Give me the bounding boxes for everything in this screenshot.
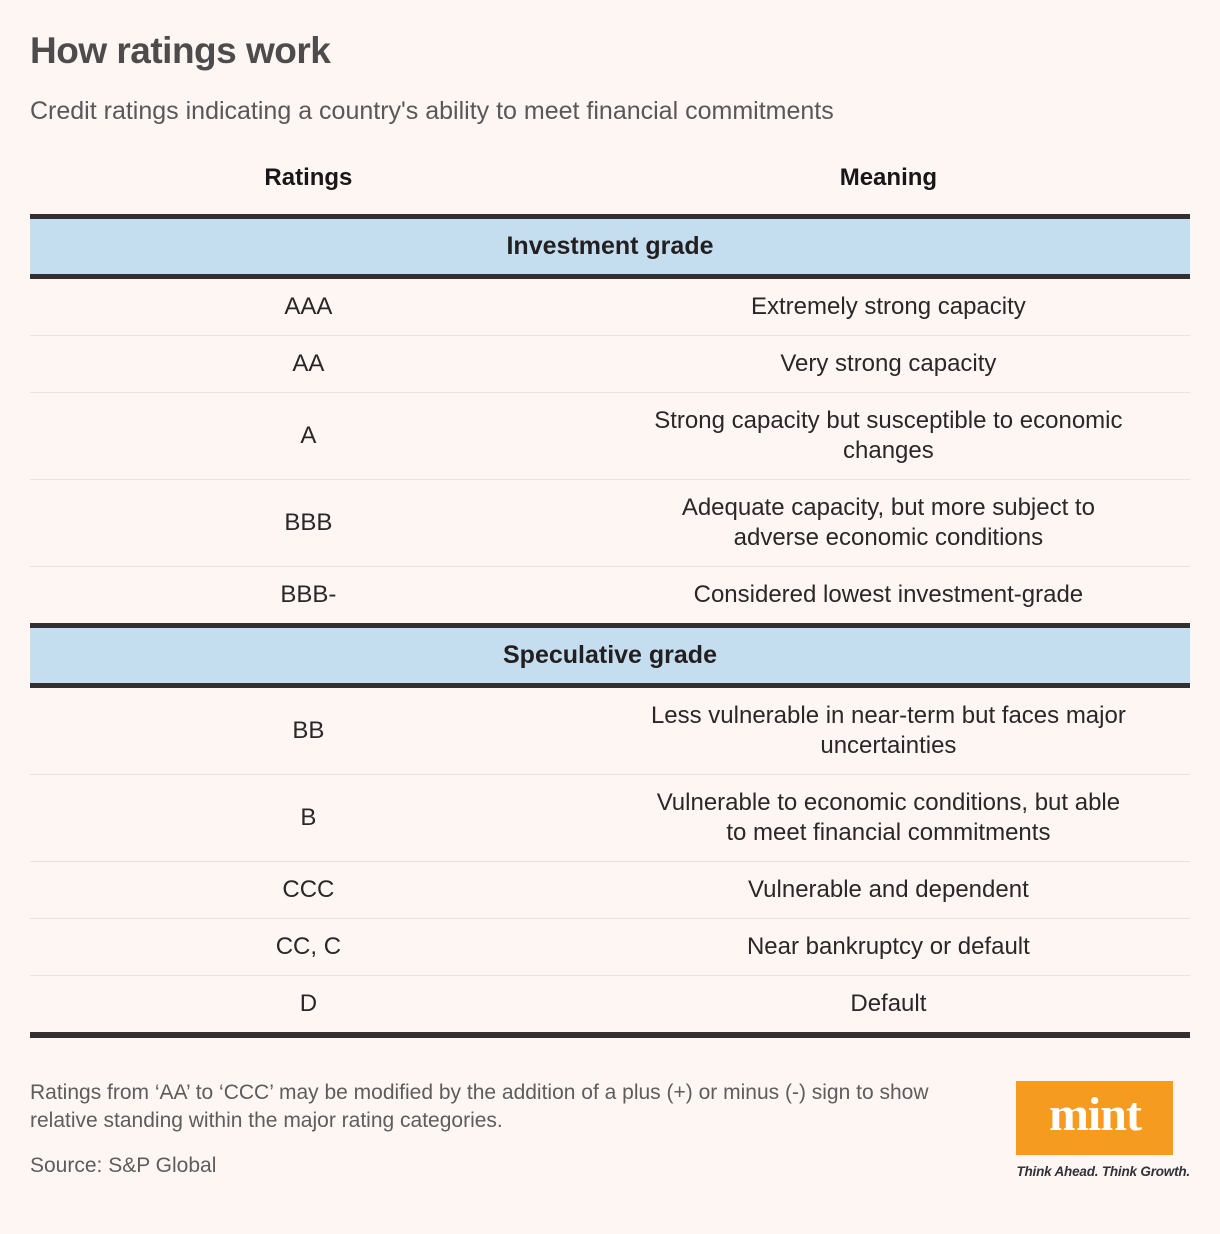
section-label: Speculative grade	[503, 641, 717, 669]
mint-logo-text: mint	[1048, 1088, 1142, 1141]
table-row: AAA Extremely strong capacity	[30, 279, 1190, 335]
column-header-ratings: Ratings	[264, 164, 353, 191]
meaning-cell: Adequate capacity, but more subject to a…	[681, 494, 1095, 551]
column-header-meaning: Meaning	[839, 164, 938, 191]
meaning-cell: Near bankruptcy or default	[746, 933, 1030, 960]
rating-cell: A	[300, 422, 317, 449]
rating-cell: AAA	[284, 293, 333, 320]
rating-cell: CCC	[282, 876, 335, 903]
section-band-speculative-grade: Speculative grade	[30, 623, 1190, 688]
table-row: BBB- Considered lowest investment-grade	[30, 566, 1190, 623]
section-band-investment-grade: Investment grade	[30, 214, 1190, 279]
brand-tagline: Think Ahead. Think Growth.	[1016, 1164, 1190, 1179]
page-title: How ratings work	[30, 30, 331, 71]
meaning-cell: Vulnerable and dependent	[748, 876, 1029, 903]
publisher-branding: mint Think Ahead. Think Growth.	[1016, 1081, 1190, 1179]
meaning-cell: Strong capacity but susceptible to econo…	[654, 407, 1123, 464]
speculative-grade-rows: BB Less vulnerable in near-term but face…	[30, 688, 1190, 1032]
table-row: CC, C Near bankruptcy or default	[30, 918, 1190, 975]
mint-logo: mint	[1016, 1081, 1174, 1155]
footnotes: Ratings from ‘AA’ to ‘CCC’ may be modifi…	[30, 1079, 929, 1178]
meaning-cell: Default	[850, 990, 927, 1017]
investment-grade-rows: AAA Extremely strong capacity AA Very st…	[30, 279, 1190, 623]
footer: Ratings from ‘AA’ to ‘CCC’ may be modifi…	[0, 1079, 1220, 1179]
rating-cell: BB	[292, 717, 325, 744]
meaning-cell: Considered lowest investment-grade	[693, 581, 1084, 608]
infographic: How ratings work Credit ratings indicati…	[30, 30, 1190, 1038]
table-row: BB Less vulnerable in near-term but face…	[30, 688, 1190, 774]
ratings-table: Ratings Meaning Investment grade AAA Ext…	[30, 164, 1190, 1038]
meaning-cell: Extremely strong capacity	[751, 293, 1026, 320]
rating-cell: BBB-	[280, 581, 337, 608]
rating-modifier-note: Ratings from ‘AA’ to ‘CCC’ may be modifi…	[30, 1081, 929, 1132]
page-subtitle: Credit ratings indicating a country's ab…	[30, 97, 834, 125]
meaning-cell: Vulnerable to economic conditions, but a…	[656, 789, 1121, 846]
table-row: CCC Vulnerable and dependent	[30, 861, 1190, 918]
rating-cell: D	[299, 990, 318, 1017]
table-row: A Strong capacity but susceptible to eco…	[30, 392, 1190, 479]
source-credit: Source: S&P Global	[30, 1154, 217, 1177]
rating-cell: CC, C	[275, 933, 342, 960]
table-row: AA Very strong capacity	[30, 335, 1190, 392]
table-column-headers: Ratings Meaning	[30, 164, 1190, 214]
meaning-cell: Very strong capacity	[780, 350, 997, 377]
rating-cell: B	[300, 804, 317, 831]
section-label: Investment grade	[506, 232, 714, 260]
rating-cell: BBB	[284, 509, 333, 536]
meaning-cell: Less vulnerable in near-term but faces m…	[650, 702, 1126, 759]
rating-cell: AA	[292, 350, 325, 377]
table-row: B Vulnerable to economic conditions, but…	[30, 774, 1190, 861]
table-row: D Default	[30, 975, 1190, 1032]
table-row: BBB Adequate capacity, but more subject …	[30, 479, 1190, 566]
